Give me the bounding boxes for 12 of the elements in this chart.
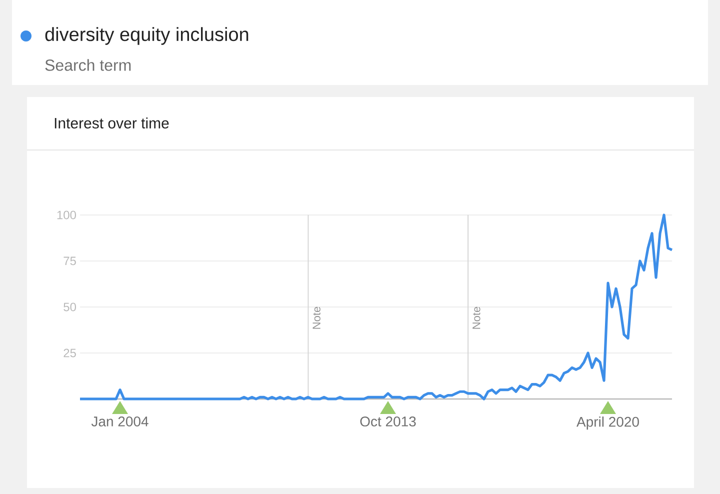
annotation: Note xyxy=(472,306,480,329)
y-tick-label: 75 xyxy=(64,256,76,266)
legend-label: diversity equity inclusion xyxy=(45,27,248,45)
legend-title: Search term xyxy=(45,59,131,71)
annotation: Note xyxy=(312,306,320,329)
x-tick-label: April 2020 xyxy=(576,416,639,430)
x-tick-label: Oct 2013 xyxy=(360,416,416,426)
y-tick-label: 25 xyxy=(64,348,76,358)
y-tick-label: 50 xyxy=(64,302,76,312)
chart-title: Interest over time xyxy=(54,117,169,128)
x-tick-label: Jan 2004 xyxy=(91,416,148,426)
y-tick-label: 100 xyxy=(57,210,76,220)
